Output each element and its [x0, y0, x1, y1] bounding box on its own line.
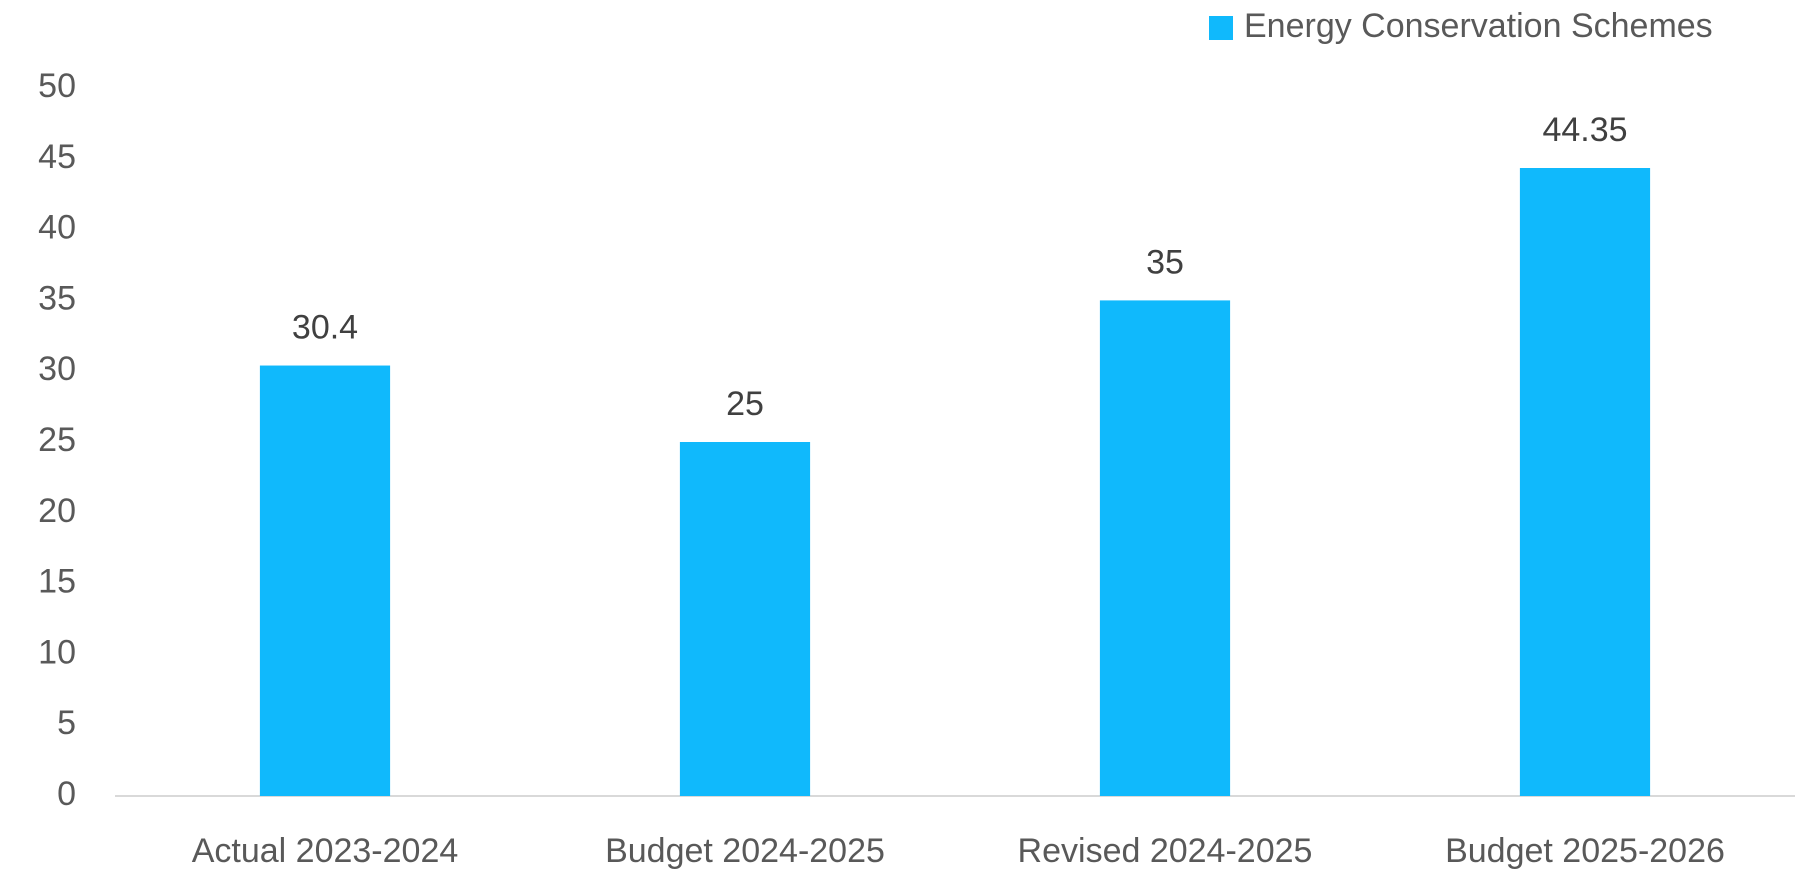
x-tick-label: Revised 2024-2025 [1018, 832, 1313, 870]
y-tick-label: 15 [38, 563, 76, 601]
y-tick-label: 35 [38, 279, 76, 317]
y-tick-label: 45 [38, 138, 76, 176]
data-label: 44.35 [1542, 111, 1627, 149]
y-tick-label: 10 [38, 633, 76, 671]
x-tick-label: Budget 2024-2025 [605, 832, 885, 870]
y-tick-label: 5 [57, 704, 76, 742]
x-tick-label: Actual 2023-2024 [192, 832, 459, 870]
legend-label: Energy Conservation Schemes [1244, 7, 1713, 45]
data-label: 35 [1146, 243, 1184, 281]
bar [679, 442, 811, 796]
legend-swatch [1209, 16, 1233, 40]
y-tick-label: 0 [57, 775, 76, 813]
bar [259, 365, 391, 796]
bar [1519, 168, 1651, 796]
y-tick-label: 25 [38, 421, 76, 459]
y-tick-label: 50 [38, 67, 76, 105]
data-label: 25 [726, 385, 764, 423]
bar [1099, 300, 1231, 796]
y-tick-label: 40 [38, 209, 76, 247]
x-tick-label: Budget 2025-2026 [1445, 832, 1725, 870]
data-label: 30.4 [292, 309, 358, 347]
y-tick-label: 20 [38, 492, 76, 530]
y-tick-label: 30 [38, 350, 76, 388]
